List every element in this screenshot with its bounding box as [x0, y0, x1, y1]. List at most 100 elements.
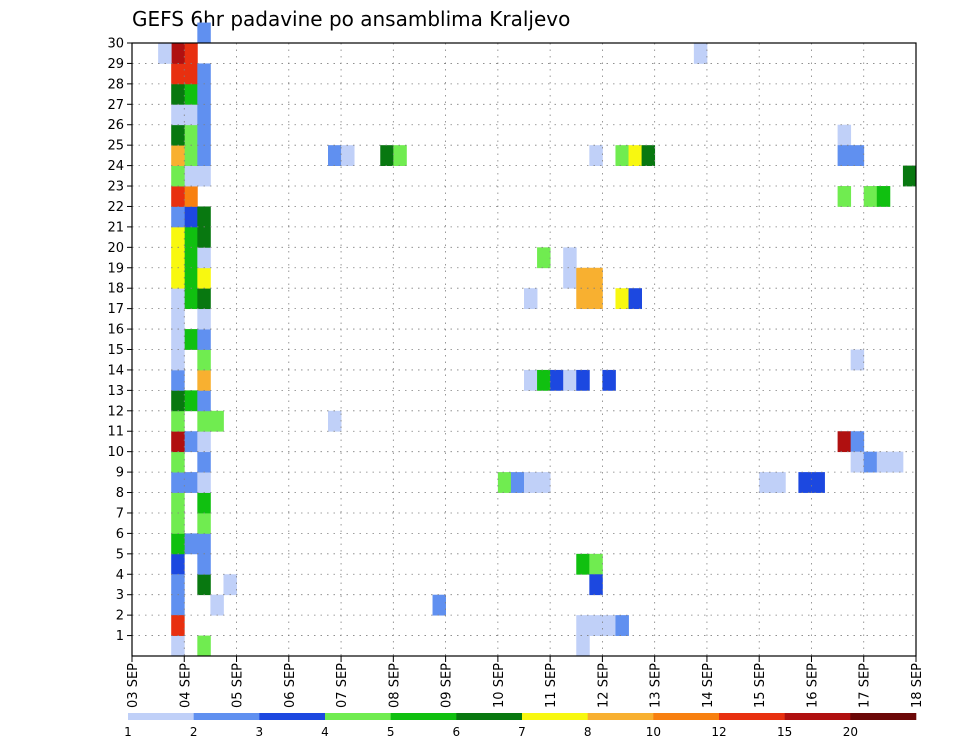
legend-label: 7 — [518, 725, 526, 739]
legend-swatch — [390, 713, 457, 720]
heatmap-cell — [550, 369, 564, 391]
heatmap-cell — [184, 329, 198, 350]
heatmap-cell — [615, 288, 629, 310]
heatmap-cell — [184, 226, 198, 248]
heatmap-cell — [576, 635, 590, 657]
heatmap-cell — [197, 63, 211, 85]
heatmap-cell — [759, 472, 773, 493]
heatmap-cell — [328, 145, 342, 166]
heatmap-cell — [537, 472, 551, 493]
heatmap-cell — [197, 104, 211, 126]
legend-label: 4 — [321, 725, 329, 739]
heatmap-cell — [171, 472, 185, 493]
heatmap-cells — [158, 22, 917, 657]
heatmap-cell — [850, 451, 865, 473]
heatmap-cell — [171, 247, 185, 269]
heatmap-cell — [171, 410, 185, 432]
heatmap-cell — [602, 615, 616, 636]
heatmap-cell — [171, 369, 185, 391]
heatmap-cell — [171, 186, 185, 207]
heatmap-cell — [902, 165, 917, 187]
heatmap-cell — [171, 43, 185, 64]
heatmap-cell — [693, 43, 708, 64]
heatmap-cell — [837, 145, 852, 166]
heatmap-cell — [210, 410, 224, 432]
heatmap-cell — [184, 145, 198, 166]
heatmap-cell — [576, 553, 590, 575]
x-tick-label: 17 SEP — [858, 663, 873, 708]
heatmap-cell — [171, 553, 185, 575]
heatmap-cell — [197, 451, 211, 473]
heatmap-cell — [197, 390, 211, 412]
heatmap-cell — [524, 288, 538, 310]
heatmap-cell — [837, 186, 852, 207]
y-tick-label: 13 — [107, 384, 124, 399]
x-tick-label: 15 SEP — [753, 663, 768, 708]
y-tick-label: 21 — [107, 220, 124, 235]
heatmap-cell — [563, 267, 577, 289]
heatmap-cell — [171, 615, 185, 636]
y-tick-label: 22 — [107, 200, 124, 215]
y-tick-label: 23 — [107, 180, 124, 195]
y-tick-label: 12 — [107, 404, 124, 419]
heatmap-cell — [197, 472, 211, 493]
heatmap-cell — [602, 369, 616, 391]
heatmap-cell — [184, 186, 198, 207]
heatmap-cell — [171, 329, 185, 350]
x-tick-label: 16 SEP — [805, 663, 820, 708]
y-tick-label: 9 — [116, 466, 124, 481]
heatmap-cell — [171, 63, 185, 85]
heatmap-cell — [615, 145, 629, 166]
heatmap-cell — [197, 124, 211, 146]
heatmap-cell — [197, 369, 211, 391]
y-tick-label: 1 — [116, 629, 124, 644]
heatmap-cell — [210, 594, 224, 616]
legend-swatch — [784, 713, 851, 720]
heatmap-cell — [628, 288, 642, 310]
heatmap-cell — [197, 533, 211, 555]
heatmap-cell — [341, 145, 355, 166]
x-tick-label: 10 SEP — [492, 663, 507, 708]
x-tick-label: 06 SEP — [283, 663, 298, 708]
heatmap-cell — [171, 594, 185, 616]
y-tick-label: 28 — [107, 77, 124, 92]
x-tick-label: 07 SEP — [335, 663, 350, 708]
legend-label: 20 — [843, 725, 858, 739]
heatmap-cell — [615, 615, 629, 636]
heatmap-cell — [589, 615, 603, 636]
heatmap-cell — [171, 635, 185, 657]
legend-swatch — [653, 713, 720, 720]
heatmap-cell — [563, 369, 577, 391]
heatmap-cell — [171, 104, 185, 126]
legend-swatch — [193, 713, 260, 720]
heatmap-cell — [171, 431, 185, 453]
y-tick-label: 19 — [107, 261, 124, 276]
heatmap-cell — [197, 226, 211, 248]
heatmap-cell — [197, 410, 211, 432]
legend-swatch — [719, 713, 785, 720]
color-legend: 1 2 3 4 5 6 7 8 10 12 15 20 — [124, 713, 917, 739]
heatmap-cell — [184, 43, 198, 64]
legend-label: 3 — [256, 725, 264, 739]
x-tick-label: 14 SEP — [701, 663, 716, 708]
heatmap-cell — [576, 288, 590, 310]
heatmap-cell — [184, 267, 198, 289]
heatmap-cell — [850, 431, 865, 453]
legend-label: 8 — [584, 725, 592, 739]
heatmap-cell — [171, 492, 185, 514]
heatmap-cell — [197, 431, 211, 453]
y-tick-label: 10 — [107, 445, 124, 460]
heatmap-cell — [889, 451, 904, 473]
heatmap-cell — [510, 472, 525, 493]
heatmap-cell — [171, 226, 185, 248]
heatmap-cell — [184, 63, 198, 85]
heatmap-cell — [837, 431, 852, 453]
heatmap-cell — [171, 390, 185, 412]
heatmap-cell — [171, 574, 185, 596]
heatmap-cell — [171, 349, 185, 371]
heatmap-cell — [184, 288, 198, 310]
x-tick-label: 09 SEP — [440, 663, 455, 708]
heatmap-cell — [863, 186, 878, 207]
x-tick-label: 12 SEP — [596, 663, 611, 708]
heatmap-cell — [589, 574, 603, 596]
